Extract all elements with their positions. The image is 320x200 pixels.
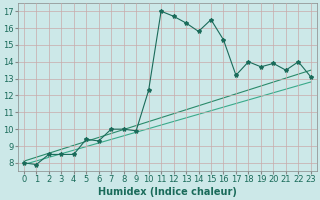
X-axis label: Humidex (Indice chaleur): Humidex (Indice chaleur) [98, 187, 237, 197]
